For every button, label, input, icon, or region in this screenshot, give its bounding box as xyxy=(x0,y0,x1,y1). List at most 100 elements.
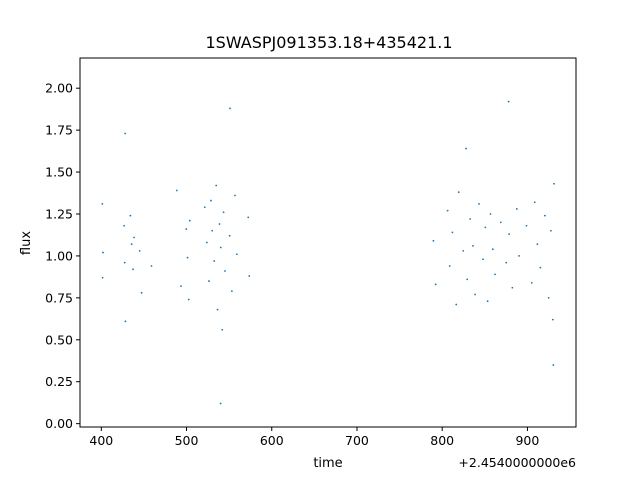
data-point xyxy=(102,251,104,254)
data-point xyxy=(124,320,127,323)
y-axis-label: flux xyxy=(19,231,34,255)
data-point xyxy=(547,296,550,299)
data-point xyxy=(446,209,449,212)
data-point xyxy=(489,213,492,215)
data-point xyxy=(511,286,514,289)
data-point xyxy=(478,203,480,205)
data-point xyxy=(150,265,153,267)
data-point xyxy=(185,228,188,230)
data-point xyxy=(462,249,465,252)
x-tick-label: 600 xyxy=(260,433,284,448)
data-point xyxy=(221,328,224,331)
data-point xyxy=(123,224,126,227)
data-point xyxy=(474,293,476,296)
data-point xyxy=(203,206,206,209)
data-point xyxy=(518,255,520,257)
data-point xyxy=(133,236,135,239)
data-point xyxy=(210,199,212,202)
data-point xyxy=(550,229,552,232)
y-tick-label: 1.50 xyxy=(45,165,73,180)
data-point xyxy=(129,214,132,217)
data-point xyxy=(208,280,210,282)
data-point xyxy=(219,246,222,249)
data-point xyxy=(219,402,222,405)
data-point xyxy=(434,283,437,286)
data-point xyxy=(235,253,238,256)
data-point xyxy=(469,218,472,220)
x-tick-label: 500 xyxy=(175,433,199,448)
y-tick-label: 0.00 xyxy=(45,416,73,431)
x-tick-label: 700 xyxy=(345,433,369,448)
data-point xyxy=(123,261,126,264)
data-point xyxy=(124,132,127,135)
data-point xyxy=(222,211,225,214)
y-tick-label: 1.00 xyxy=(45,248,73,263)
data-point xyxy=(101,276,104,279)
data-point xyxy=(216,308,219,311)
x-axis-label: time xyxy=(313,456,342,471)
data-point xyxy=(224,270,226,272)
data-point xyxy=(455,303,458,306)
data-point xyxy=(432,239,435,242)
data-point xyxy=(213,260,216,262)
data-point xyxy=(457,191,460,194)
y-tick-label: 1.25 xyxy=(45,206,73,221)
data-point xyxy=(552,364,555,366)
data-point xyxy=(101,203,104,205)
x-axis-ticks: 400 500 600 700 800 900 xyxy=(89,427,539,448)
data-point xyxy=(180,285,182,288)
data-point xyxy=(482,258,484,261)
data-point xyxy=(188,219,191,222)
data-point xyxy=(175,189,178,192)
x-tick-label: 900 xyxy=(515,433,539,448)
data-point xyxy=(494,273,496,276)
data-point xyxy=(553,182,555,185)
data-point xyxy=(186,256,189,259)
data-point xyxy=(187,298,190,301)
data-point xyxy=(234,194,236,197)
data-point xyxy=(205,241,208,244)
data-point xyxy=(465,147,467,150)
data-point xyxy=(486,300,489,303)
data-point xyxy=(533,201,536,204)
data-point xyxy=(536,243,539,246)
data-point xyxy=(215,184,218,187)
data-point xyxy=(530,281,533,284)
data-point xyxy=(515,208,518,210)
data-point xyxy=(140,291,143,294)
data-point xyxy=(247,216,250,219)
data-point xyxy=(248,275,251,277)
data-point xyxy=(228,234,231,237)
x-tick-label: 800 xyxy=(430,433,454,448)
data-point xyxy=(448,265,451,267)
data-point xyxy=(508,233,510,236)
data-points xyxy=(101,100,555,405)
y-tick-label: 0.25 xyxy=(45,374,73,389)
data-point xyxy=(551,318,554,321)
data-point xyxy=(505,261,508,264)
data-point xyxy=(507,100,510,103)
data-point xyxy=(491,248,494,251)
x-axis-offset-label: +2.4540000000e6 xyxy=(458,455,576,470)
y-tick-label: 0.75 xyxy=(45,290,73,305)
y-axis-ticks: 0.00 0.25 0.50 0.75 1.00 1.25 1.50 1.75 2.00 xyxy=(45,81,80,431)
data-point xyxy=(138,249,141,252)
data-point xyxy=(130,243,133,246)
data-point xyxy=(499,221,502,224)
data-point xyxy=(451,231,454,234)
data-point xyxy=(229,107,231,110)
data-point xyxy=(466,278,469,281)
y-tick-label: 2.00 xyxy=(45,81,73,96)
data-point xyxy=(472,244,474,247)
data-point xyxy=(132,268,134,271)
data-point xyxy=(218,223,221,225)
y-tick-label: 0.50 xyxy=(45,332,73,347)
plot-frame xyxy=(79,57,577,428)
x-tick-label: 400 xyxy=(89,433,113,448)
data-point xyxy=(539,266,542,269)
data-point xyxy=(484,226,487,229)
chart-title: 1SWASPJ091353.18+435421.1 xyxy=(205,33,452,52)
data-point xyxy=(211,229,214,232)
y-tick-label: 1.75 xyxy=(45,123,73,138)
